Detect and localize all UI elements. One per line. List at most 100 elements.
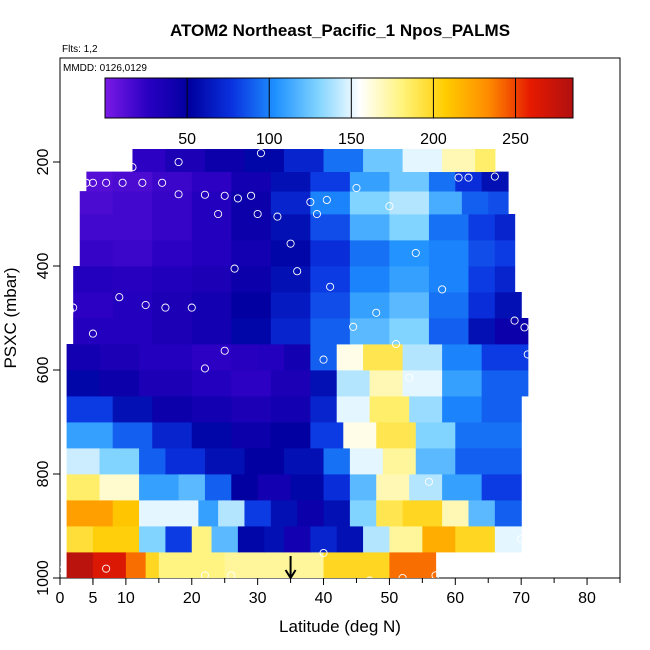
heatmap-cell	[204, 448, 246, 475]
heatmap-cell	[92, 526, 140, 553]
heatmap-cell	[231, 318, 272, 345]
heatmap-cell	[310, 266, 351, 293]
heatmap-cell	[152, 266, 193, 293]
heatmap-cell	[336, 344, 364, 371]
data-point	[247, 191, 256, 200]
heatmap-cell	[349, 292, 391, 319]
heatmap-cell	[237, 526, 265, 553]
heatmap-cell	[211, 526, 239, 553]
heatmap-cell	[494, 500, 522, 527]
data-point	[158, 178, 167, 187]
x-axis-label: Latitude (deg N)	[279, 617, 401, 636]
data-point	[438, 285, 447, 294]
heatmap-cell	[152, 191, 193, 215]
heatmap-band	[79, 191, 509, 215]
data-point	[227, 571, 236, 578]
heatmap-band	[73, 292, 522, 319]
heatmap-cell	[152, 214, 193, 241]
data-point	[431, 571, 440, 578]
heatmap-cell	[99, 474, 140, 501]
heatmap-cell	[244, 500, 272, 527]
heatmap-cell	[270, 318, 311, 345]
heatmap-cell	[349, 191, 391, 215]
heatmap-band	[66, 370, 529, 397]
heatmap-cell	[270, 240, 311, 267]
heatmap-cell	[343, 422, 377, 449]
heatmap-cell	[112, 292, 153, 319]
heatmap-cell	[310, 370, 338, 397]
y-tick-label: 1000	[35, 560, 52, 596]
heatmap-cell	[257, 344, 285, 371]
heatmap-cell	[165, 448, 206, 475]
data-point	[82, 178, 91, 187]
data-point	[200, 571, 209, 578]
heatmap-cell	[191, 171, 232, 192]
data-point	[187, 303, 196, 312]
heatmap-band	[79, 240, 516, 267]
heatmap-cell	[152, 422, 193, 449]
heatmap-cell	[363, 149, 404, 173]
heatmap-cell	[191, 266, 232, 293]
heatmap-cell	[231, 266, 272, 293]
heatmap-cell	[323, 448, 351, 475]
heatmap-cell	[284, 149, 325, 173]
data-point	[88, 329, 97, 338]
heatmap-cell	[152, 292, 193, 319]
data-point	[391, 339, 401, 349]
mmdd-label: MMDD: 0126,0129	[63, 63, 147, 74]
heatmap-cell	[165, 526, 193, 553]
heatmap-band	[79, 214, 516, 241]
heatmap-cell	[455, 448, 522, 475]
heatmap-cell	[310, 526, 338, 553]
data-point	[312, 209, 321, 219]
heatmap-cell	[428, 191, 463, 215]
heatmap-cell	[66, 526, 94, 553]
chart-title: ATOM2 Northeast_Pacific_1 Npos_PALMS	[170, 21, 510, 40]
heatmap-cell	[270, 266, 311, 293]
heatmap-cell	[270, 214, 311, 241]
heatmap-cell	[112, 318, 153, 345]
x-tick-label: 50	[381, 590, 399, 607]
heatmap-cell	[152, 396, 193, 423]
heatmap-cell	[191, 240, 232, 267]
heatmap-cell	[139, 500, 167, 527]
heatmap-cell	[428, 318, 470, 345]
heatmap-cell	[112, 214, 153, 241]
data-point	[510, 316, 519, 325]
heatmap-cell	[402, 149, 443, 173]
heatmap-cell	[191, 292, 232, 319]
heatmap-cell	[409, 474, 443, 501]
heatmap-cell	[494, 292, 522, 319]
heatmap-cell	[468, 318, 496, 345]
x-axis: 0 5 10 20 30 40 50 60 70 80	[56, 578, 621, 607]
heatmap-cell	[284, 448, 325, 475]
heatmap-cell	[244, 149, 285, 173]
data-point	[128, 163, 137, 172]
data-point	[306, 197, 315, 207]
heatmap-cell	[428, 292, 470, 319]
data-point	[293, 267, 302, 276]
heatmap-cell	[442, 500, 470, 527]
heatmap-cell	[297, 500, 325, 527]
heatmap-cell	[389, 552, 437, 578]
heatmap-cell	[270, 171, 311, 192]
heatmap-cell	[231, 240, 272, 267]
heatmap-cell	[428, 171, 456, 192]
heatmap-cell	[99, 370, 140, 397]
heatmap-cell	[310, 344, 338, 371]
heatmap-cell	[152, 171, 193, 192]
heatmap-cell	[442, 149, 476, 173]
data-point	[102, 564, 111, 573]
heatmap-cell	[415, 448, 456, 475]
heatmap-cell	[468, 266, 496, 293]
x-tick-label: 0	[56, 590, 65, 607]
heatmap-cell	[422, 526, 456, 553]
heatmap-cell	[442, 396, 483, 423]
heatmap-cell	[455, 422, 522, 449]
data-point	[349, 322, 358, 331]
heatmap-cell	[231, 370, 272, 397]
heatmap-cell	[191, 214, 232, 241]
data-point	[69, 303, 78, 312]
heatmap-cell	[132, 149, 167, 173]
heatmap-cell	[475, 149, 496, 173]
